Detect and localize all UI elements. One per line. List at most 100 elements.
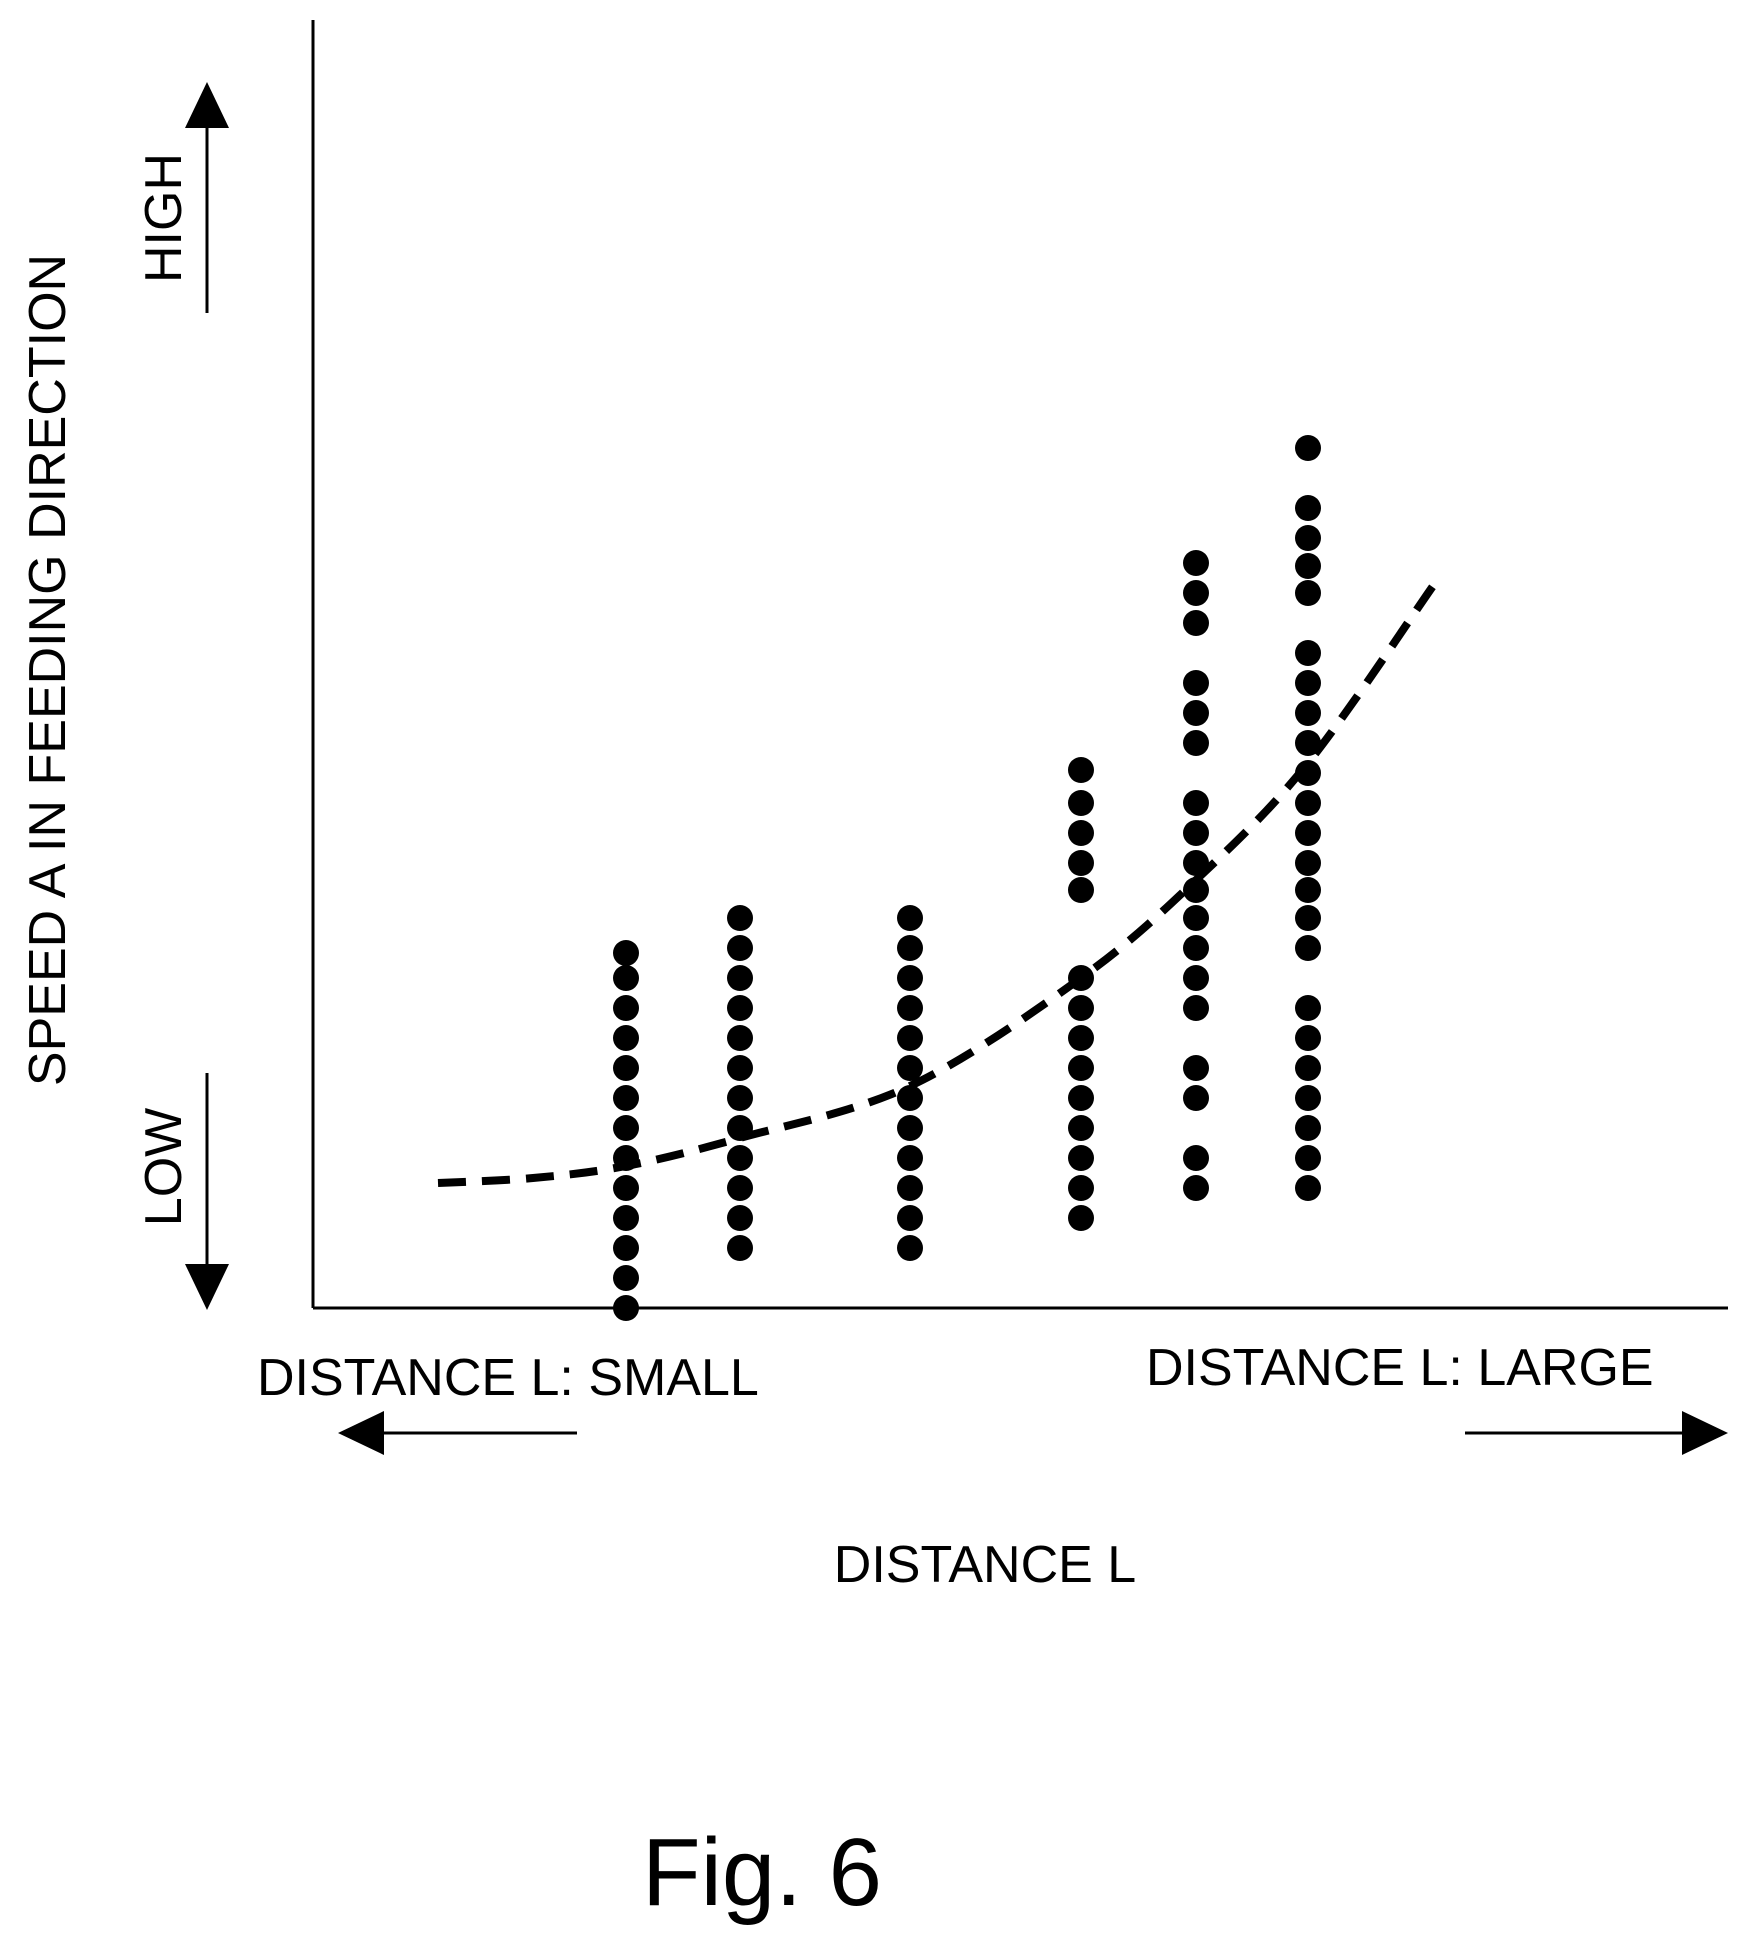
scatter-point [897,1205,923,1231]
scatter-point [1183,790,1209,816]
scatter-point [1295,1025,1321,1051]
scatter-point [1295,640,1321,666]
y-axis-annotations: HIGH LOW SPEED A IN FEEDING DIRECTION [19,82,229,1310]
arrow-right-icon [1682,1411,1728,1455]
scatter-point [897,965,923,991]
scatter-point [1295,495,1321,521]
scatter-point [1295,580,1321,606]
scatter-point [1183,965,1209,991]
trend-curve [437,583,1437,1187]
scatter-point [727,1055,753,1081]
arrow-left-icon [338,1411,384,1455]
scatter-point [727,1205,753,1231]
scatter-point [727,1145,753,1171]
scatter-point [897,1055,923,1081]
scatter-point [1183,935,1209,961]
scatter-point [1068,790,1094,816]
scatter-point [727,1025,753,1051]
scatter-point [613,1145,639,1171]
scatter-point [1295,730,1321,756]
scatter-point [1295,877,1321,903]
scatter-point [1295,553,1321,579]
scatter-point [1068,1175,1094,1201]
scatter-point [897,1025,923,1051]
scatter-point [897,905,923,931]
x-axis-annotations: DISTANCE L: SMALL DISTANCE L: LARGE DIST… [257,1339,1728,1594]
x-large-label: DISTANCE L: LARGE [1146,1339,1654,1397]
scatter-point [1068,965,1094,991]
scatter-point [1183,610,1209,636]
scatter-point [897,995,923,1021]
figure-caption: Fig. 6 [642,1819,882,1926]
scatter-point [1183,820,1209,846]
scatter-point [1068,757,1094,783]
scatter-point [613,1085,639,1111]
scatter-point [727,995,753,1021]
scatter-point [897,1085,923,1111]
scatter-point [1068,1205,1094,1231]
scatter-point [727,965,753,991]
x-axis-title: DISTANCE L [834,1536,1136,1594]
scatter-point [727,1115,753,1141]
scatter-point [1183,905,1209,931]
scatter-point [613,1235,639,1261]
scatter-point [1295,1175,1321,1201]
scatter-point [1183,1085,1209,1111]
scatter-point [1183,877,1209,903]
scatter-point [1068,1145,1094,1171]
y-high-label: HIGH [135,153,193,283]
scatter-point [613,995,639,1021]
scatter-point [613,1055,639,1081]
scatter-point [1068,1055,1094,1081]
scatter-point [1295,905,1321,931]
scatter-point [1295,1145,1321,1171]
scatter-point [613,1295,639,1321]
scatter-point [613,1115,639,1141]
scatter-point [727,905,753,931]
scatter-point [613,1265,639,1291]
scatter-point [1183,670,1209,696]
scatter-point [1295,790,1321,816]
scatter-point [1183,995,1209,1021]
scatter-point [1295,525,1321,551]
scatter-point [1295,700,1321,726]
scatter-point [1068,850,1094,876]
scatter-point [1183,580,1209,606]
scatter-point [1183,700,1209,726]
scatter-point [613,1175,639,1201]
scatter-point [1295,670,1321,696]
scatter-point [897,1235,923,1261]
scatter-point [1183,1055,1209,1081]
scatter-point [727,1085,753,1111]
scatter-point [1068,1115,1094,1141]
scatter-point [1068,820,1094,846]
scatter-point [613,1025,639,1051]
scatter-point [1183,850,1209,876]
scatter-point [613,1205,639,1231]
scatter-point [1068,1085,1094,1111]
scatter-point [727,935,753,961]
scatter-point [1068,877,1094,903]
scatter-point [1183,1145,1209,1171]
scatter-point [613,940,639,966]
arrow-down-icon [185,1264,229,1310]
scatter-point [1068,1025,1094,1051]
scatter-point [1295,435,1321,461]
scatter-point [897,1115,923,1141]
scatter-point [1295,1055,1321,1081]
plot-marks [437,435,1437,1321]
y-axis-title: SPEED A IN FEEDING DIRECTION [19,254,77,1086]
plot-frame [311,20,1728,1310]
scatter-point [727,1235,753,1261]
arrow-up-icon [185,82,229,128]
scatter-point [1295,995,1321,1021]
scatter-point [1183,550,1209,576]
x-small-label: DISTANCE L: SMALL [257,1349,759,1407]
scatter-point [613,965,639,991]
scatter-point [1295,1115,1321,1141]
scatter-point [1295,760,1321,786]
y-low-label: LOW [135,1108,193,1226]
scatter-point [1183,730,1209,756]
scatter-point [727,1175,753,1201]
